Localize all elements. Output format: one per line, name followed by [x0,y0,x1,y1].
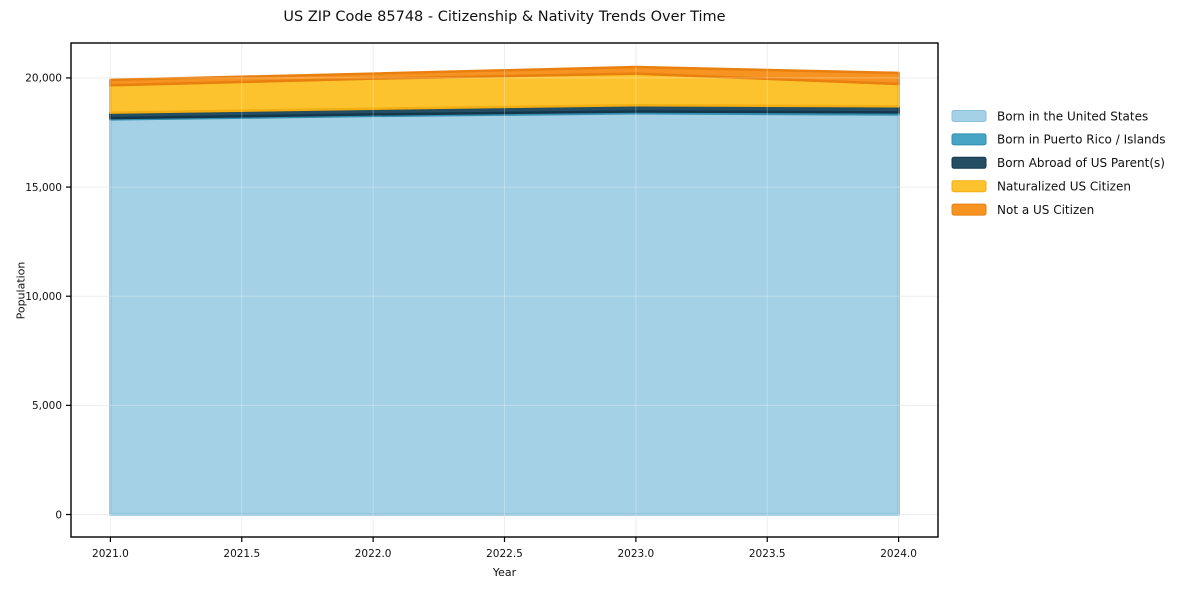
y-axis-label: Population [14,261,28,320]
legend-swatch [951,203,987,216]
chart-title: US ZIP Code 85748 - Citizenship & Nativi… [283,9,726,25]
legend-swatch [951,110,987,122]
area-series [109,65,900,87]
x-tick-label: 2024.0 [880,548,917,560]
x-tick-label: 2021.0 [92,548,129,560]
x-tick-label: 2022.5 [486,548,523,560]
y-tick-label: 15,000 [25,182,62,194]
legend-label: Not a US Citizen [997,203,1094,217]
legend-swatch [951,156,987,169]
legend-swatch [951,180,987,193]
x-tick-label: 2021.5 [223,548,260,560]
legend-swatch [951,133,987,146]
legend-label: Born Abroad of US Parent(s) [997,156,1165,170]
x-tick-label: 2022.0 [355,548,392,560]
y-tick-label: 0 [55,509,62,521]
y-tick-label: 10,000 [25,291,62,303]
x-tick-label: 2023.5 [749,548,786,560]
y-tick-label: 5,000 [32,400,62,412]
legend-label: Naturalized US Citizen [997,180,1131,194]
legend-label: Born in Puerto Rico / Islands [997,133,1166,147]
y-tick-label: 20,000 [25,73,62,85]
x-axis-label: Year [492,566,517,579]
x-tick-label: 2023.0 [617,548,654,560]
legend-label: Born in the United States [997,109,1148,123]
